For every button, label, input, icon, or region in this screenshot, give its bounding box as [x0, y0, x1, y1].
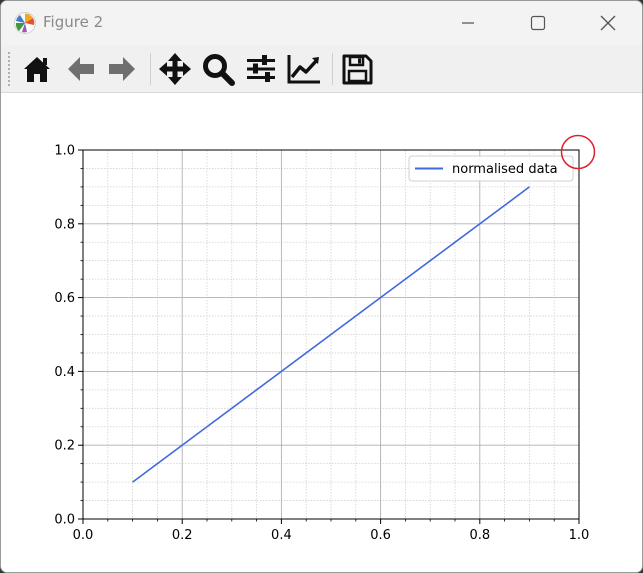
title-bar[interactable]: Figure 2	[1, 1, 642, 45]
x-tick-label: 0.6	[370, 528, 391, 543]
y-tick-label: 1.0	[54, 144, 75, 159]
close-icon	[600, 15, 616, 31]
home-icon	[24, 57, 50, 82]
zoom-icon	[203, 54, 235, 86]
zoom-button[interactable]	[200, 51, 236, 87]
subplots-button[interactable]	[243, 51, 279, 87]
x-tick-label: 0.4	[271, 528, 292, 543]
close-button[interactable]	[573, 1, 642, 45]
series-line-normalised-data	[132, 186, 530, 483]
maximize-button[interactable]	[503, 1, 573, 45]
minimize-icon	[462, 22, 474, 24]
window-title: Figure 2	[43, 13, 104, 31]
pan-icon	[159, 53, 191, 85]
axes-edit-icon	[287, 55, 320, 84]
back-button[interactable]	[63, 51, 99, 87]
legend: normalised data	[408, 155, 574, 182]
forward-icon	[109, 57, 135, 81]
toolbar-grip[interactable]	[7, 51, 11, 87]
y-tick-label: 0.8	[54, 217, 75, 232]
maximize-icon	[530, 15, 546, 31]
x-tick-label: 0.0	[73, 528, 94, 543]
x-tick-label: 0.8	[469, 528, 490, 543]
x-tick-label: 1.0	[569, 528, 590, 543]
forward-button[interactable]	[104, 51, 140, 87]
axes-edit-button[interactable]	[286, 51, 322, 87]
matplotlib-icon	[14, 12, 36, 34]
x-tick-label: 0.2	[172, 528, 193, 543]
annotation-circle	[560, 134, 596, 170]
save-icon	[342, 54, 373, 85]
minimize-button[interactable]	[433, 1, 503, 45]
y-tick-label: 0.6	[54, 291, 75, 306]
pan-button[interactable]	[157, 51, 193, 87]
save-button[interactable]	[339, 51, 375, 87]
plot-area: 0.0 0.2 0.4 0.6 0.8 1.0 0.0 0.2 0.4 0.6 0.8 1.0 nor…	[54, 134, 596, 543]
legend-label: normalised data	[452, 162, 558, 177]
y-tick-label: 0.2	[54, 439, 75, 454]
navigation-toolbar	[1, 45, 642, 93]
y-tick-label: 0.0	[54, 513, 75, 528]
back-icon	[68, 57, 94, 81]
figure-canvas[interactable]: 0.0 0.2 0.4 0.6 0.8 1.0 0.0 0.2 0.4 0.6 0.8 1.0 nor…	[1, 93, 642, 572]
toolbar-separator	[332, 53, 333, 85]
y-tick-label: 0.4	[54, 365, 75, 380]
home-button[interactable]	[19, 51, 55, 87]
toolbar-separator	[150, 53, 151, 85]
subplots-icon	[247, 55, 275, 82]
